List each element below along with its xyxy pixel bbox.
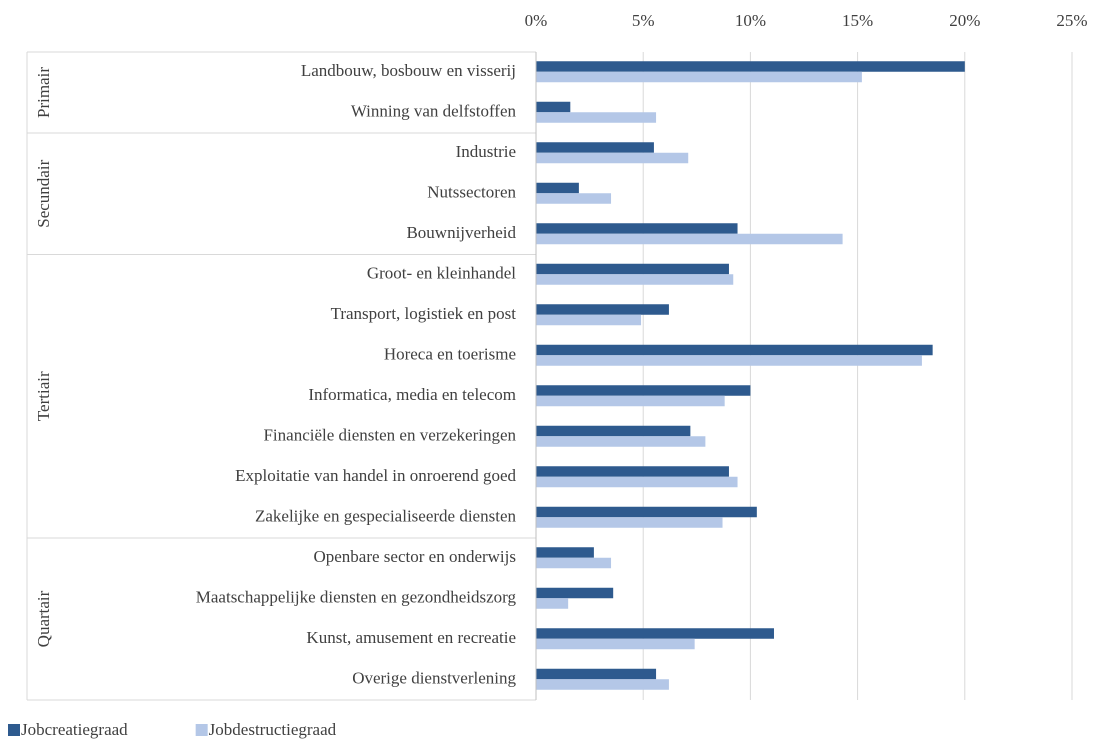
bar bbox=[536, 395, 725, 407]
x-tick-label: 15% bbox=[842, 11, 873, 30]
y-tick-label: Exploitatie van handel in onroerend goed bbox=[235, 466, 516, 485]
legend-label: Jobdestructiegraad bbox=[209, 720, 337, 739]
y-tick-label: Winning van delfstoffen bbox=[351, 102, 517, 121]
y-tick-label: Informatica, media en telecom bbox=[308, 385, 516, 404]
bar bbox=[536, 223, 738, 234]
y-tick-label: Financiële diensten en verzekeringen bbox=[263, 426, 516, 445]
x-tick-label: 20% bbox=[949, 11, 980, 30]
group-label: Quartair bbox=[34, 590, 53, 647]
x-tick-label: 0% bbox=[525, 11, 548, 30]
bar bbox=[536, 638, 695, 650]
bar bbox=[536, 587, 614, 599]
bar bbox=[536, 476, 738, 488]
bar bbox=[536, 274, 734, 285]
bar bbox=[536, 385, 751, 396]
bar bbox=[536, 425, 691, 437]
bar bbox=[536, 436, 706, 447]
bar bbox=[536, 557, 612, 569]
x-tick-label: 10% bbox=[735, 11, 766, 30]
y-tick-label: Groot- en kleinhandel bbox=[367, 264, 516, 283]
bar bbox=[536, 598, 569, 609]
legend-label: Jobcreatiegraad bbox=[21, 720, 128, 739]
bar bbox=[536, 142, 654, 153]
y-tick-label: Zakelijke en gespecialiseerde diensten bbox=[255, 507, 517, 526]
bar bbox=[536, 193, 612, 204]
bar bbox=[536, 71, 862, 83]
bar bbox=[536, 506, 757, 518]
bar bbox=[536, 61, 965, 72]
bar bbox=[536, 182, 579, 194]
bar bbox=[536, 547, 594, 558]
bar bbox=[536, 628, 774, 639]
bar bbox=[536, 344, 933, 356]
bar bbox=[536, 304, 669, 315]
y-tick-label: Landbouw, bosbouw en visserij bbox=[301, 61, 516, 80]
bar bbox=[536, 517, 723, 528]
group-label: Secundair bbox=[34, 159, 53, 227]
bar bbox=[536, 668, 657, 680]
bar bbox=[536, 101, 571, 113]
y-tick-label: Horeca en toerisme bbox=[384, 345, 516, 364]
y-tick-label: Industrie bbox=[456, 142, 516, 161]
bar bbox=[536, 355, 922, 366]
legend-swatch bbox=[8, 724, 20, 736]
bar bbox=[536, 263, 729, 275]
y-tick-label: Openbare sector en onderwijs bbox=[313, 547, 516, 566]
y-tick-label: Bouwnijverheid bbox=[406, 223, 516, 242]
x-tick-label: 25% bbox=[1056, 11, 1087, 30]
y-tick-label: Nutssectoren bbox=[427, 183, 516, 202]
y-tick-label: Maatschappelijke diensten en gezondheids… bbox=[196, 588, 517, 607]
group-label: Tertiair bbox=[34, 371, 53, 421]
x-tick-label: 5% bbox=[632, 11, 655, 30]
bar bbox=[536, 152, 689, 164]
y-tick-label: Overige dienstverlening bbox=[352, 669, 516, 688]
y-tick-label: Transport, logistiek en post bbox=[331, 304, 517, 323]
bar bbox=[536, 233, 843, 245]
bar bbox=[536, 112, 657, 123]
y-tick-label: Kunst, amusement en recreatie bbox=[306, 628, 516, 647]
legend-swatch bbox=[195, 724, 208, 736]
bar bbox=[536, 466, 729, 477]
group-label: Primair bbox=[34, 67, 53, 118]
bar bbox=[536, 314, 642, 326]
bar bbox=[536, 679, 669, 690]
